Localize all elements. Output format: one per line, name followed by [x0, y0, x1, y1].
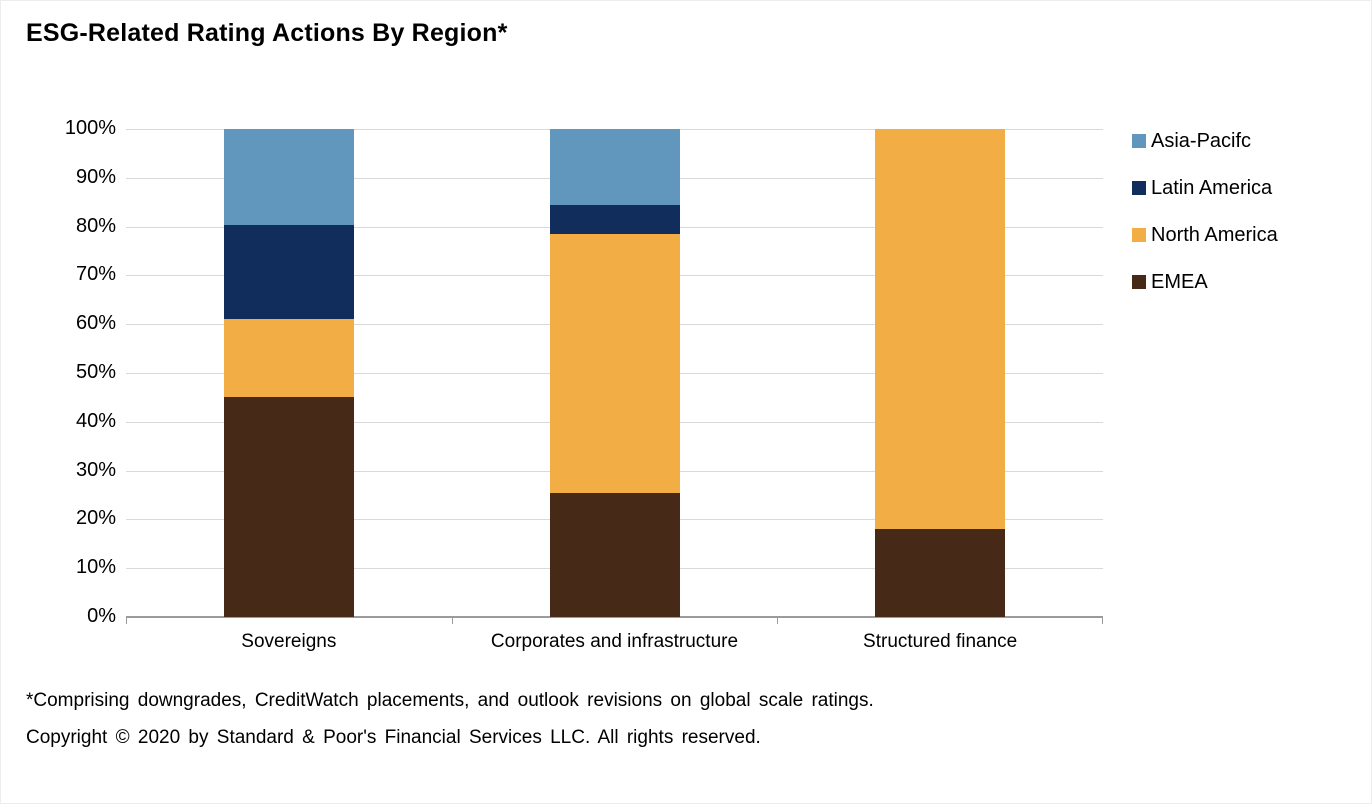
y-tick-label-70: 70%	[75, 263, 116, 286]
y-tick-label-20: 20%	[75, 507, 116, 530]
x-axis-tick	[777, 617, 779, 624]
x-category-label: Structured finance	[863, 631, 1018, 652]
legend-swatch-icon	[1132, 228, 1146, 242]
x-category-label: Corporates and infrastructure	[490, 631, 739, 652]
plot-area: 100% 90% 80% 70% 60% 50% 40% 30% 20% 10% 0% Soverei…	[65, 117, 1103, 652]
legend-swatch-icon	[1132, 134, 1146, 148]
legend: Asia-Pacifc Latin America North America EME…	[1132, 129, 1278, 317]
legend-label: EMEA	[1151, 270, 1208, 293]
legend-item-north-america: North America	[1132, 223, 1278, 247]
bar-segment-north-america-2	[875, 129, 1006, 530]
bar-segment-emea-2	[875, 529, 1006, 617]
legend-swatch-icon	[1132, 275, 1146, 289]
y-tick-label-10: 10%	[75, 556, 116, 579]
x-axis-line	[126, 616, 1103, 618]
bar-segment-emea-1	[549, 493, 680, 617]
legend-swatch-icon	[1132, 181, 1146, 195]
legend-item-asia-pacifc: Asia-Pacifc	[1132, 129, 1278, 153]
x-axis-tick	[1102, 617, 1103, 624]
legend-label: Latin America	[1151, 176, 1273, 199]
bar-segment-north-america-0	[223, 319, 354, 398]
y-tick-label-90: 90%	[75, 165, 116, 188]
x-axis-tick	[451, 617, 453, 624]
y-tick-label-0: 0%	[87, 605, 116, 627]
bar-segment-latin-america-0	[223, 224, 354, 320]
y-tick-label-80: 80%	[75, 214, 116, 237]
bar-segment-asia-pacifc-0	[223, 129, 354, 225]
footnote-asterisk: *Comprising downgrades, CreditWatch plac…	[26, 690, 874, 711]
bar-segment-emea-0	[223, 397, 354, 617]
legend-item-latin-america: Latin America	[1132, 176, 1278, 200]
legend-label: North America	[1151, 223, 1278, 246]
bar-segment-asia-pacifc-1	[549, 129, 680, 206]
y-tick-label-100: 100%	[64, 117, 116, 139]
chart-title: ESG-Related Rating Actions By Region*	[26, 19, 508, 47]
x-category-label: Sovereigns	[241, 631, 337, 652]
x-axis-tick	[126, 617, 127, 624]
y-tick-label-30: 30%	[75, 458, 116, 481]
legend-label: Asia-Pacifc	[1151, 129, 1252, 152]
y-tick-label-40: 40%	[75, 409, 116, 432]
bar-segment-latin-america-1	[549, 205, 680, 235]
legend-item-emea: EMEA	[1132, 270, 1278, 294]
y-tick-label-60: 60%	[75, 312, 116, 335]
footnote-copyright: Copyright © 2020 by Standard & Poor's Fi…	[26, 727, 761, 748]
y-tick-label-50: 50%	[75, 361, 116, 383]
bar-segment-north-america-1	[549, 234, 680, 494]
